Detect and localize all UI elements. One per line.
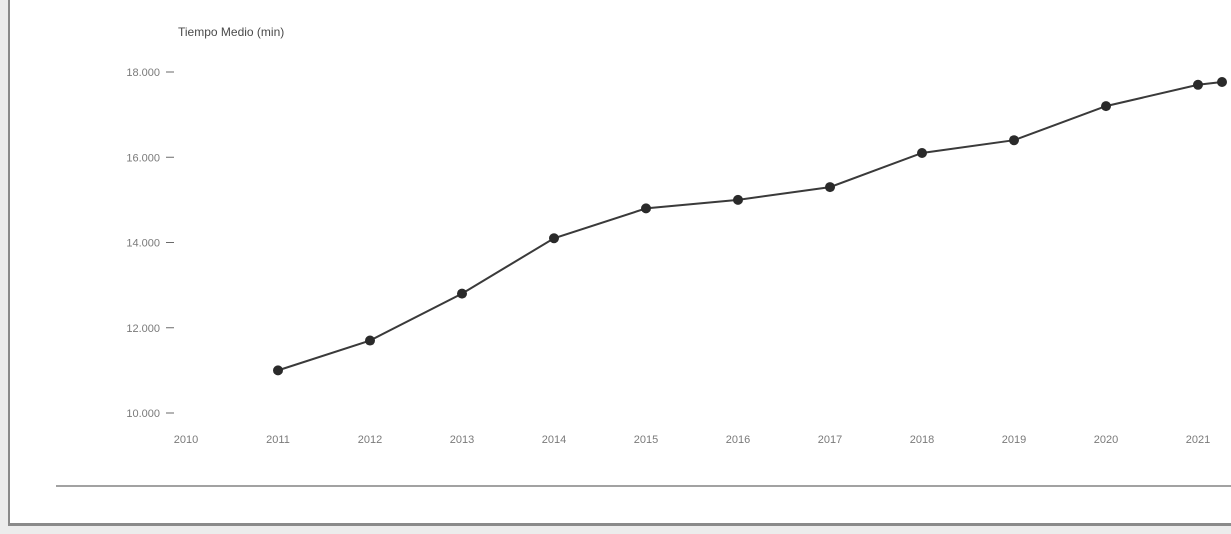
x-tick-label: 2018: [910, 434, 934, 446]
x-tick-label: 2019: [1002, 434, 1026, 446]
data-point: [1193, 79, 1203, 90]
chart-frame: Tiempo Medio (min) 10.000 12.000 14.000 16.…: [8, 0, 1231, 526]
y-tick-label: 10.000: [126, 408, 160, 420]
x-tick-label: 2020: [1094, 434, 1118, 446]
data-point: [917, 147, 927, 158]
data-point: [1101, 101, 1111, 112]
data-point: [825, 182, 835, 193]
x-axis-ticks: 2010 2011 2012 2013 2014 2015 2016 2017 2018 2019…: [174, 434, 1210, 446]
series-line: [277, 81, 1223, 372]
y-tick-label: 18.000: [126, 67, 160, 79]
data-point: [733, 194, 743, 205]
data-point: [641, 203, 651, 214]
x-tick-label: 2014: [542, 434, 566, 446]
x-tick-label: 2021: [1186, 434, 1210, 446]
data-point: [549, 233, 559, 244]
chart-title: Tiempo Medio (min): [178, 25, 284, 39]
y-tick-label: 12.000: [126, 323, 160, 335]
x-tick-label: 2013: [450, 434, 474, 446]
y-tick-label: 16.000: [126, 152, 160, 164]
y-tick-label: 14.000: [126, 238, 160, 250]
x-tick-label: 2016: [726, 434, 750, 446]
data-points: [273, 77, 1227, 376]
data-point: [365, 335, 375, 346]
x-tick-label: 2017: [818, 434, 842, 446]
data-point: [1009, 135, 1019, 146]
x-tick-label: 2012: [358, 434, 382, 446]
data-point: [1217, 77, 1227, 87]
x-tick-label: 2010: [174, 434, 198, 446]
line-chart: Tiempo Medio (min) 10.000 12.000 14.000 16.…: [56, 25, 1231, 487]
data-point: [273, 365, 283, 376]
x-tick-label: 2011: [266, 434, 290, 446]
data-point: [457, 288, 467, 299]
x-tick-label: 2015: [634, 434, 658, 446]
y-axis-ticks: 10.000 12.000 14.000 16.000 18.000: [126, 67, 174, 420]
